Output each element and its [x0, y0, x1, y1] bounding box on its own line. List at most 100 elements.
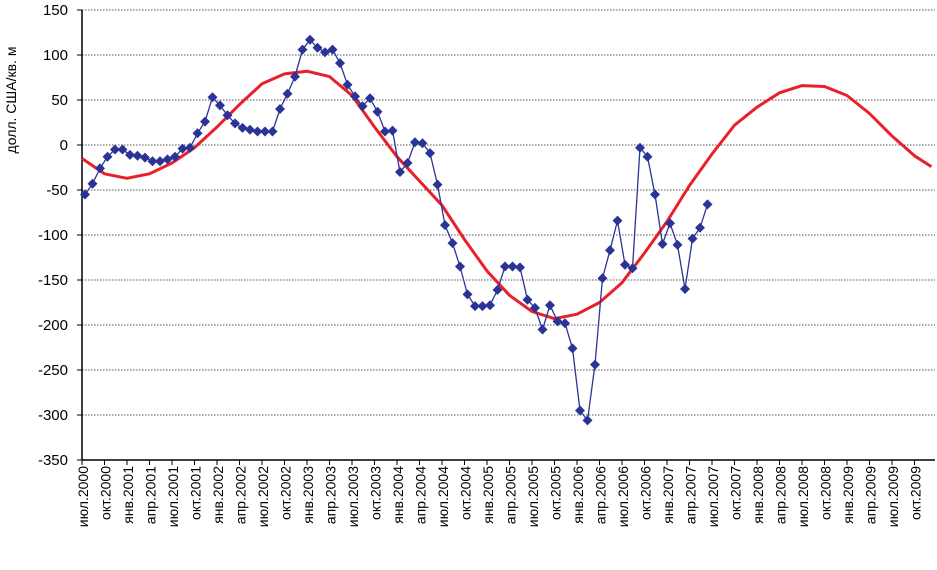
x-tick-label: апр.2006 [593, 466, 609, 524]
y-tick-label: 100 [43, 47, 68, 64]
data-point-marker [222, 110, 233, 121]
x-tick-label: янв.2002 [210, 466, 226, 524]
data-point-marker [402, 158, 413, 168]
data-point-marker [672, 239, 683, 250]
x-tick-label: апр.2004 [413, 466, 429, 524]
data-point-marker [590, 359, 600, 370]
x-tick-label: окт.2009 [908, 466, 924, 520]
data-point-marker [417, 138, 428, 149]
data-point-marker [207, 92, 218, 103]
x-axis-ticks: июл.2000 окт.2000 янв.2001 апр.2001 июл.2001… [75, 460, 924, 527]
data-point-marker [462, 289, 473, 300]
x-tick-label: июл.2001 [165, 466, 181, 527]
x-tick-label: янв.2007 [660, 466, 676, 524]
data-point-marker [597, 273, 608, 284]
data-point-marker [687, 233, 698, 244]
data-point-marker [245, 124, 255, 135]
x-tick-label: окт.2003 [368, 466, 384, 520]
data-point-marker [372, 106, 383, 117]
x-tick-label: окт.2002 [278, 466, 294, 520]
data-point-marker [170, 151, 180, 162]
data-point-marker [507, 261, 518, 272]
data-point-marker [470, 301, 480, 312]
data-point-marker [162, 154, 173, 165]
data-point-marker [612, 215, 623, 226]
x-tick-label: янв.2001 [120, 466, 136, 524]
x-tick-label: июл.2000 [75, 466, 91, 527]
data-point-marker [335, 58, 345, 69]
data-point-marker [95, 163, 105, 174]
gridlines [82, 9, 935, 416]
data-point-marker [635, 142, 645, 153]
data-point-marker [185, 142, 195, 153]
x-tick-label: июл.2008 [795, 466, 811, 527]
data-point-marker [515, 262, 525, 273]
x-tick-label: апр.2009 [863, 466, 879, 524]
x-tick-label: июл.2009 [885, 466, 901, 527]
data-point-marker [117, 144, 128, 155]
data-point-marker [425, 148, 435, 159]
data-point-marker [702, 199, 713, 210]
x-tick-label: июл.2006 [615, 466, 631, 527]
data-point-marker [365, 93, 375, 104]
x-tick-label: апр.2001 [143, 466, 159, 524]
data-point-marker [132, 150, 143, 161]
y-tick-label: 50 [51, 92, 68, 109]
data-point-marker [530, 302, 540, 313]
data-point-marker [87, 178, 98, 189]
y-tick-label: -350 [38, 452, 68, 469]
data-point-marker [485, 300, 495, 311]
x-tick-label: окт.2000 [98, 466, 114, 520]
data-point-marker [440, 220, 450, 231]
y-tick-label: -300 [38, 407, 68, 424]
data-point-marker [522, 294, 533, 305]
data-point-marker [260, 126, 270, 137]
x-tick-label: июл.2002 [255, 466, 271, 527]
data-point-marker [537, 324, 548, 335]
data-point-marker [357, 101, 368, 112]
y-tick-label: 150 [43, 2, 68, 19]
data-point-marker [410, 137, 420, 148]
data-point-marker [552, 316, 563, 327]
data-point-marker [252, 126, 263, 137]
data-point-marker [275, 104, 285, 114]
data-point-marker [80, 189, 90, 200]
x-tick-label: окт.2001 [188, 466, 204, 520]
y-tick-label: -250 [38, 362, 68, 379]
data-point-marker [627, 263, 638, 274]
data-point-marker [110, 144, 120, 155]
data-point-marker [447, 238, 458, 249]
x-tick-label: июл.2005 [525, 466, 541, 527]
series-layer [80, 34, 933, 426]
data-point-marker [177, 143, 188, 154]
data-point-marker [695, 222, 705, 233]
data-point-marker [125, 149, 135, 160]
data-point-marker [575, 405, 585, 416]
x-tick-label: янв.2005 [480, 466, 496, 524]
data-point-marker [342, 79, 353, 90]
x-tick-label: апр.2002 [233, 466, 249, 524]
data-point-marker [582, 415, 593, 426]
data-point-marker [102, 151, 113, 162]
data-point-marker [215, 100, 225, 111]
x-tick-label: окт.2008 [818, 466, 834, 520]
x-tick-label: янв.2006 [570, 466, 586, 524]
data-point-marker [387, 125, 398, 136]
data-point-marker [327, 44, 338, 55]
data-point-marker [192, 128, 203, 139]
data-point-marker [282, 88, 293, 99]
data-point-marker [657, 239, 668, 249]
x-tick-label: апр.2008 [773, 466, 789, 524]
data-point-marker [312, 42, 323, 53]
y-tick-label: -100 [38, 227, 68, 244]
x-tick-label: июл.2007 [705, 466, 721, 527]
y-axis-ticks: 150 100 50 0 -50 -100 -150 -200 -250 -300 -350 [38, 2, 82, 469]
y-axis-label: долл. США/кв. м [3, 47, 19, 154]
x-tick-label: янв.2004 [390, 466, 406, 524]
data-point-marker [455, 261, 465, 272]
data-point-marker [477, 301, 488, 312]
data-point-marker [545, 300, 555, 311]
x-tick-label: апр.2005 [503, 466, 519, 524]
data-point-marker [200, 116, 210, 127]
data-point-marker [500, 261, 510, 272]
